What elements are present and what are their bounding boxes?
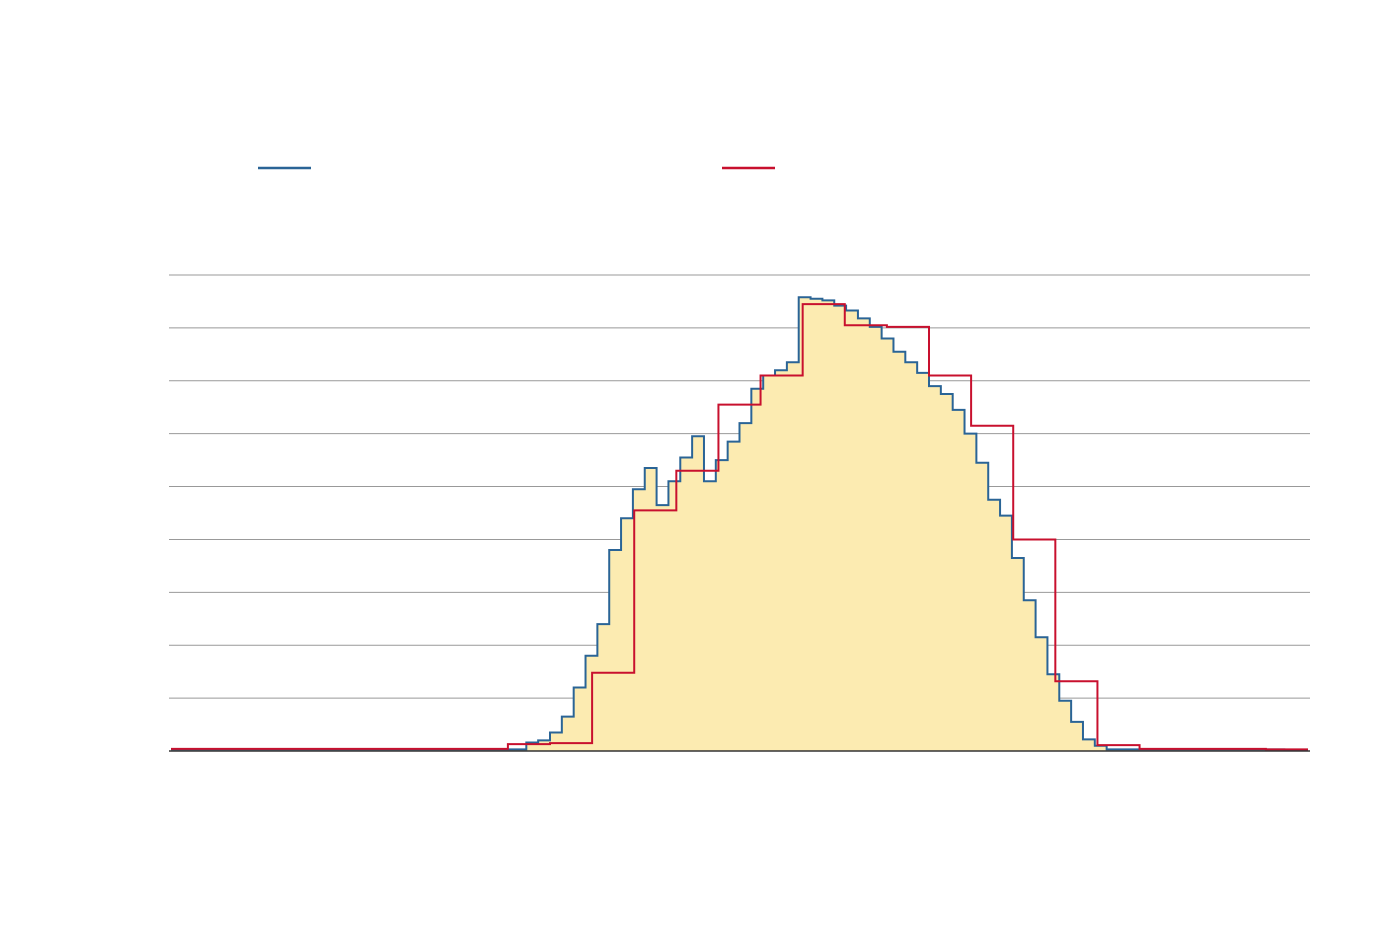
histogram-fill-area [171,297,1308,751]
fill-layer [171,297,1308,751]
series-line-coarse [171,303,1308,751]
series-layer [171,296,1308,751]
